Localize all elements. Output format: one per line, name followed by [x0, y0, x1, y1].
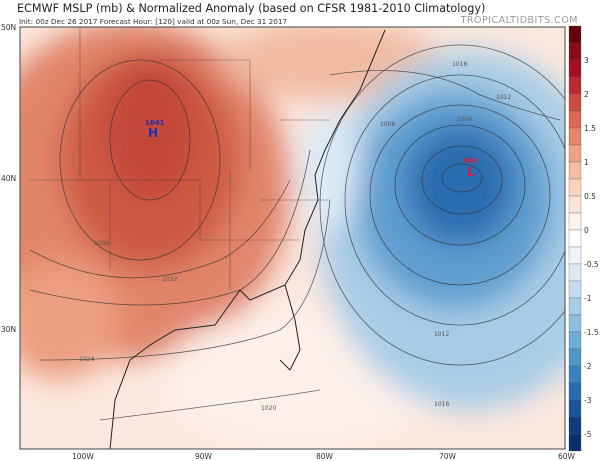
lat-label: 40N: [1, 174, 16, 183]
colorbar-bin: [568, 280, 582, 299]
contour-label: 1036: [94, 240, 109, 247]
contour-label: 1016: [452, 61, 467, 68]
colorbar-bin: [568, 229, 582, 248]
colorbar-bin: [568, 144, 582, 163]
contour-label: 1008: [380, 121, 395, 128]
anomaly-field: [20, 27, 565, 449]
colorbar-bin: [568, 331, 582, 350]
colorbar-label: -1: [584, 294, 592, 303]
low-pressure-marker: L: [467, 165, 475, 179]
colorbar-label: -0.5: [584, 260, 599, 269]
contour-label: 1012: [434, 331, 449, 338]
map-frame: [19, 26, 566, 450]
lat-label: 30N: [1, 325, 16, 334]
colorbar-bin: [568, 195, 582, 214]
map-subtitle: Init: 00z Dec 26 2017 Forecast Hour: [12…: [19, 17, 288, 26]
colorbar-label: -2: [584, 362, 592, 371]
colorbar-label: 3: [584, 56, 589, 65]
colorbar-bin: [568, 314, 582, 333]
contour-label: 1016: [434, 401, 449, 408]
colorbar-bin: [568, 416, 582, 435]
colorbar-bin: [568, 178, 582, 197]
colorbar-bin: [568, 110, 582, 129]
colorbar-bin: [568, 365, 582, 384]
isobars: [29, 44, 565, 421]
contour-label: 1024: [79, 356, 94, 363]
colorbar-label: 0: [584, 226, 589, 235]
lon-label: 70W: [439, 452, 457, 461]
colorbar-label: -1.5: [584, 328, 599, 337]
colorbar-bin: [568, 42, 582, 61]
colorbar-bin: [568, 59, 582, 78]
colorbar-bin: [568, 382, 582, 401]
colorbar-label: 1.5: [584, 124, 596, 133]
colorbar-label: 1: [584, 158, 589, 167]
colorbar-bin: [568, 263, 582, 282]
contour-label: 1012: [496, 94, 511, 101]
colorbar-label: -3: [584, 396, 592, 405]
colorbar-bin: [568, 297, 582, 316]
colorbar-label: 2: [584, 90, 589, 99]
contour-label: 1032: [162, 276, 177, 283]
colorbar-bin: [568, 433, 582, 452]
colorbar-bin: [568, 399, 582, 418]
contour-label: 1020: [261, 405, 276, 412]
lon-label: 100W: [72, 452, 94, 461]
colorbar-bin: [568, 246, 582, 265]
state-borders: [30, 27, 330, 290]
colorbar-label: -5: [584, 430, 592, 439]
low-pressure-value: 980: [463, 157, 478, 165]
brand-watermark: TROPICALTIDBITS.COM: [460, 15, 578, 26]
colorbar-label: 0.5: [584, 192, 596, 201]
high-pressure-value: 1041: [145, 119, 165, 127]
high-pressure-marker: H: [148, 126, 158, 140]
colorbar-bin: [568, 127, 582, 146]
colorbar-bin: [568, 93, 582, 112]
colorbar-bin: [568, 161, 582, 180]
colorbar: 3 2 1.5 1 0.5 0 -0.5 -1 -1.5 -2 -3 -5: [568, 25, 599, 452]
map-title: ECMWF MSLP (mb) & Normalized Anomaly (ba…: [17, 2, 486, 15]
colorbar-bin: [568, 212, 582, 231]
colorbar-bin: [568, 25, 582, 44]
lon-label: 80W: [316, 452, 334, 461]
colorbar-bin: [568, 76, 582, 95]
lon-label: 90W: [195, 452, 213, 461]
contour-label: 1004: [457, 116, 472, 123]
lat-label: 50N: [1, 23, 16, 32]
coastline: [109, 29, 386, 449]
lon-label: 60W: [558, 452, 576, 461]
colorbar-bin: [568, 348, 582, 367]
